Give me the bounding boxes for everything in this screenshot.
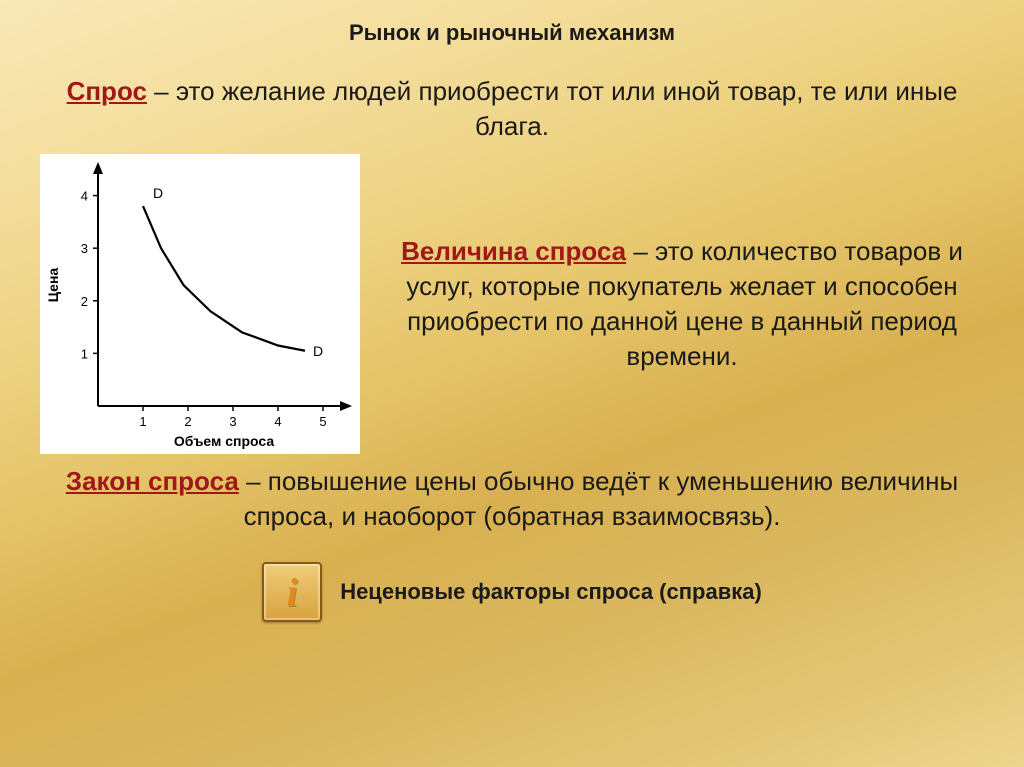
mid-row: 1 2 3 4 1 2 3 4 5 D D Объем спроса Цена Величина спр… — [0, 144, 1024, 454]
svg-text:4: 4 — [81, 189, 88, 204]
svg-text:3: 3 — [81, 241, 88, 256]
svg-text:5: 5 — [319, 414, 326, 429]
svg-text:1: 1 — [139, 414, 146, 429]
info-button[interactable]: i — [262, 562, 322, 622]
chart-svg: 1 2 3 4 1 2 3 4 5 D D Объем спроса Цена — [40, 154, 360, 454]
footer-text: Неценовые факторы спроса (справка) — [340, 579, 762, 605]
slide-title: Рынок и рыночный механизм — [0, 0, 1024, 46]
svg-text:3: 3 — [229, 414, 236, 429]
svg-text:1: 1 — [81, 347, 88, 362]
svg-text:Объем спроса: Объем спроса — [174, 433, 275, 449]
keyword-demand: Спрос — [67, 76, 147, 106]
svg-text:2: 2 — [184, 414, 191, 429]
svg-text:Цена: Цена — [45, 268, 61, 303]
keyword-demand-quantity: Величина спроса — [401, 236, 626, 266]
demand-definition-text: – это желание людей приобрести тот или и… — [147, 76, 957, 141]
slide: Рынок и рыночный механизм Спрос – это же… — [0, 0, 1024, 767]
paragraph-demand-quantity: Величина спроса – это количество товаров… — [360, 234, 984, 374]
paragraph-demand: Спрос – это желание людей приобрести тот… — [0, 46, 1024, 144]
svg-text:4: 4 — [274, 414, 281, 429]
svg-text:D: D — [313, 343, 323, 359]
info-icon: i — [287, 569, 298, 616]
demand-curve-chart: 1 2 3 4 1 2 3 4 5 D D Объем спроса Цена — [40, 154, 360, 454]
footer-row: i Неценовые факторы спроса (справка) — [0, 534, 1024, 622]
demand-law-text: – повышение цены обычно ведёт к уменьшен… — [239, 466, 958, 531]
svg-text:2: 2 — [81, 294, 88, 309]
keyword-demand-law: Закон спроса — [66, 466, 239, 496]
svg-text:D: D — [153, 185, 163, 201]
paragraph-demand-law: Закон спроса – повышение цены обычно вед… — [0, 454, 1024, 534]
